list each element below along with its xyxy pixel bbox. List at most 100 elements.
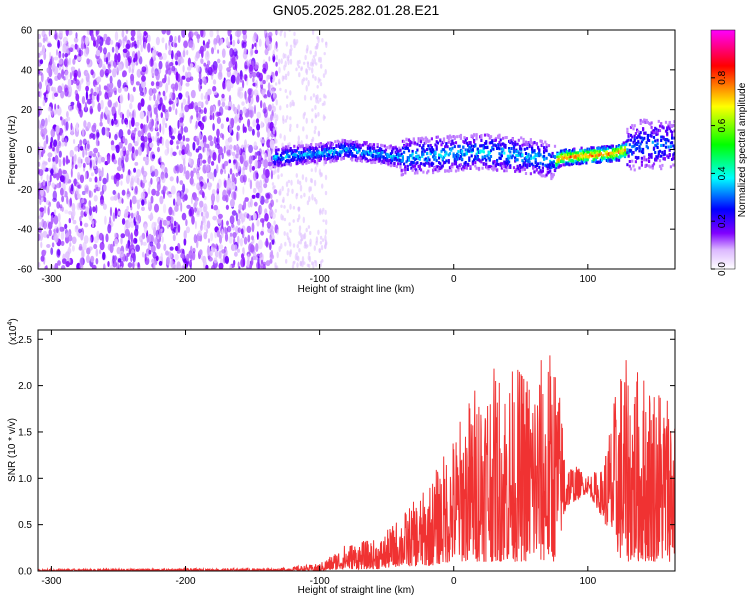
heat-cell xyxy=(321,238,325,243)
heat-cell xyxy=(400,173,403,177)
heat-cell xyxy=(212,79,217,85)
heat-cell xyxy=(209,140,214,147)
heat-cell xyxy=(457,154,460,157)
heat-cell xyxy=(99,36,104,47)
heat-cell xyxy=(477,151,481,154)
heat-cell xyxy=(129,180,134,190)
heat-cell xyxy=(264,213,269,222)
heat-cell xyxy=(502,136,505,140)
heat-cell xyxy=(174,52,179,61)
heat-cell xyxy=(293,144,296,148)
heat-cell xyxy=(440,165,443,169)
heat-cell xyxy=(107,223,112,234)
colorbar-tick-label: 0.4 xyxy=(717,166,728,180)
heat-cell xyxy=(65,155,69,165)
heat-cell xyxy=(645,158,648,162)
heat-cell xyxy=(284,147,287,151)
heat-cell xyxy=(428,147,431,151)
heat-cell xyxy=(324,160,327,164)
heat-cell xyxy=(383,144,386,148)
heat-cell xyxy=(280,204,283,208)
heat-cell xyxy=(225,138,230,147)
heat-cell xyxy=(111,106,116,114)
heat-cell xyxy=(510,147,513,150)
heat-cell xyxy=(136,68,142,78)
heat-cell xyxy=(67,30,73,36)
heat-cell xyxy=(229,232,233,237)
heat-cell xyxy=(656,146,659,149)
heat-cell xyxy=(463,162,466,166)
heat-cell xyxy=(650,134,653,138)
heat-cell xyxy=(438,153,441,157)
heat-cell xyxy=(312,147,315,150)
heat-cell xyxy=(120,236,123,245)
heat-cell xyxy=(593,150,596,154)
heat-cell xyxy=(444,150,447,154)
heat-cell xyxy=(172,151,177,157)
heat-cell xyxy=(295,192,299,197)
heat-cell xyxy=(550,172,553,176)
heat-cell xyxy=(89,150,93,156)
heat-cell xyxy=(456,153,459,156)
heat-cell xyxy=(194,54,199,62)
heat-cell xyxy=(489,135,493,139)
heat-cell xyxy=(605,150,608,154)
heat-cell xyxy=(426,137,429,141)
heat-cell xyxy=(185,127,189,133)
heat-cell xyxy=(605,145,608,148)
heat-cell xyxy=(318,154,321,158)
heat-cell xyxy=(84,184,89,192)
heat-cell xyxy=(543,150,546,154)
heat-cell xyxy=(428,158,431,162)
heat-cell xyxy=(135,149,139,157)
heat-cell xyxy=(281,156,284,160)
heat-cell xyxy=(226,225,232,233)
heat-cell xyxy=(79,174,85,184)
heat-cell xyxy=(304,146,307,150)
heat-cell xyxy=(103,33,108,39)
heat-cell xyxy=(174,82,179,92)
heat-cell xyxy=(301,145,304,149)
heat-cell xyxy=(233,190,237,201)
heat-cell xyxy=(406,158,409,162)
heat-cell xyxy=(311,154,314,158)
heat-cell xyxy=(566,161,569,165)
heat-cell xyxy=(295,67,298,72)
heat-cell xyxy=(596,161,599,164)
heat-cell xyxy=(545,164,548,168)
heat-cell xyxy=(345,150,348,154)
heat-cell xyxy=(392,163,395,167)
heat-cell xyxy=(461,157,464,161)
heat-cell xyxy=(273,159,277,163)
heat-cell xyxy=(397,150,400,154)
heat-cell xyxy=(411,164,414,168)
heat-cell xyxy=(159,195,164,205)
heat-cell xyxy=(78,243,83,251)
heat-cell xyxy=(136,135,140,145)
heat-cell xyxy=(471,162,474,166)
heat-cell xyxy=(404,165,407,169)
heat-cell xyxy=(228,136,233,143)
heat-cell xyxy=(237,36,240,44)
heat-cell xyxy=(660,139,663,142)
heat-cell xyxy=(306,200,310,206)
heat-cell xyxy=(274,118,277,126)
heat-cell xyxy=(347,144,350,148)
heat-cell xyxy=(275,146,278,149)
heat-cell xyxy=(255,94,260,103)
heat-cell xyxy=(602,147,605,151)
heat-cell xyxy=(430,137,433,141)
heat-cell xyxy=(310,138,314,143)
heat-cell xyxy=(409,140,412,143)
heat-cell xyxy=(673,120,675,124)
heat-cell xyxy=(273,124,276,128)
heat-cell xyxy=(463,166,466,170)
heat-cell xyxy=(313,245,316,252)
heat-cell xyxy=(642,128,645,132)
heat-cell xyxy=(38,52,41,58)
heat-cell xyxy=(311,108,314,112)
heat-cell xyxy=(163,190,165,200)
heat-cell xyxy=(576,151,579,155)
heat-cell xyxy=(488,157,491,161)
heat-cell xyxy=(224,105,229,110)
